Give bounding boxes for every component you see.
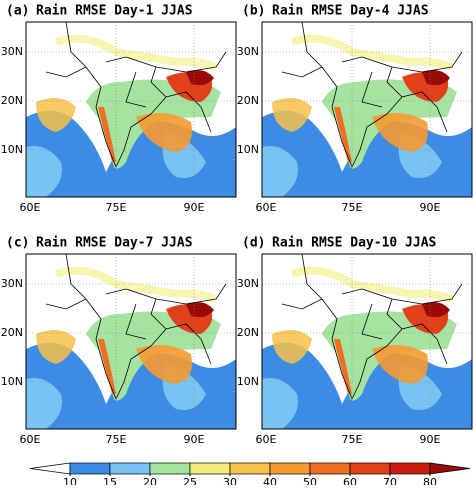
colorbar-segment [349, 462, 391, 475]
lat-label: 10N [237, 143, 259, 156]
lat-label: 10N [1, 375, 23, 388]
colorbar-label: 50 [303, 476, 317, 485]
map [26, 254, 236, 429]
map-frame [261, 253, 473, 430]
colorbar-label: 10 [63, 476, 77, 485]
lat-label: 20N [1, 94, 23, 107]
colorbar-end [429, 462, 471, 475]
panel-title: Rain RMSE Day-1 JJAS [36, 4, 193, 19]
colorbar-segment [189, 462, 231, 475]
panel-label: (d) [242, 236, 265, 251]
lat-label: 30N [1, 277, 23, 290]
lon-label: 90E [420, 201, 441, 214]
panel-label: (a) [6, 4, 29, 19]
lon-label: 75E [106, 433, 127, 446]
lon-label: 75E [342, 201, 363, 214]
map [262, 254, 472, 429]
map-frame [25, 21, 237, 198]
lat-label: 20N [237, 94, 259, 107]
lat-label: 30N [237, 277, 259, 290]
colorbar-segment [229, 462, 271, 475]
lon-label: 60E [20, 201, 41, 214]
lon-label: 90E [420, 433, 441, 446]
colorbar-segment [69, 462, 111, 475]
colorbar-segment [309, 462, 351, 475]
panel-label: (c) [6, 236, 29, 251]
colorbar-segment [389, 462, 431, 475]
lon-label: 60E [20, 433, 41, 446]
panel-title: Rain RMSE Day-4 JJAS [272, 4, 429, 19]
lon-label: 75E [106, 201, 127, 214]
lon-label: 75E [342, 433, 363, 446]
panel-title: Rain RMSE Day-7 JJAS [36, 236, 193, 251]
lat-label: 30N [237, 45, 259, 58]
colorbar-segment [149, 462, 191, 475]
lat-label: 20N [1, 326, 23, 339]
lat-label: 20N [237, 326, 259, 339]
map-frame [261, 21, 473, 198]
lat-label: 10N [1, 143, 23, 156]
colorbar-label: 25 [183, 476, 197, 485]
colorbar-segment [109, 462, 151, 475]
panel-title: Rain RMSE Day-10 JJAS [272, 236, 437, 251]
map-frame [25, 253, 237, 430]
colorbar-label: 70 [383, 476, 397, 485]
map [26, 22, 236, 197]
lon-label: 60E [256, 433, 277, 446]
lon-label: 90E [184, 201, 205, 214]
colorbar-label: 80 [423, 476, 437, 485]
map [262, 22, 472, 197]
colorbar-segment [269, 462, 311, 475]
colorbar-end [29, 462, 71, 475]
lon-label: 60E [256, 201, 277, 214]
panel-label: (b) [242, 4, 265, 19]
colorbar-label: 30 [223, 476, 237, 485]
colorbar-label: 20 [143, 476, 157, 485]
lat-label: 30N [1, 45, 23, 58]
colorbar-label: 15 [103, 476, 117, 485]
lon-label: 90E [184, 433, 205, 446]
lat-label: 10N [237, 375, 259, 388]
colorbar-label: 60 [343, 476, 357, 485]
colorbar-label: 40 [263, 476, 277, 485]
